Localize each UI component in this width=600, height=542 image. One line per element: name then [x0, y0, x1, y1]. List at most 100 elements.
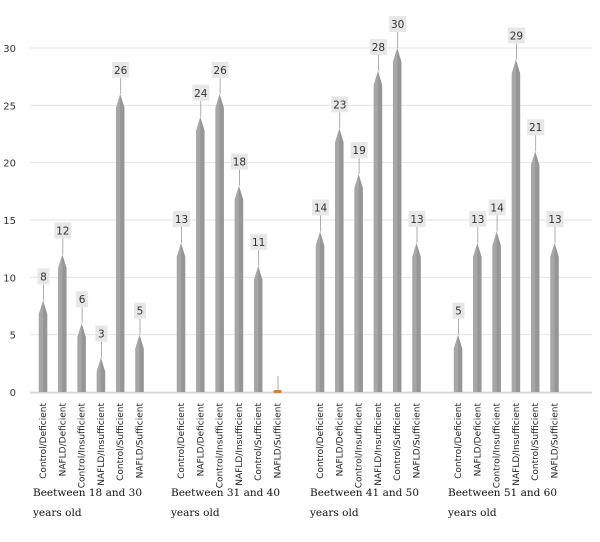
category-label: NAFLD/Sufficient: [136, 403, 146, 479]
category-label: Control/Deficient: [316, 403, 326, 479]
data-label-box: [95, 325, 108, 342]
bar-shade: [397, 48, 402, 392]
y-tick-label: 15: [3, 216, 16, 227]
data-label: 29: [510, 30, 523, 42]
category-label: NAFLD/Deficient: [473, 403, 483, 477]
gridlines: [30, 47, 592, 394]
group-label: years old: [309, 507, 359, 519]
data-label-box: [469, 210, 487, 227]
data-label: 12: [56, 225, 69, 237]
bar-shade: [181, 242, 186, 392]
data-label: 13: [410, 214, 423, 226]
data-label: 24: [194, 88, 208, 100]
group-label: years old: [32, 507, 82, 519]
data-label-box: [211, 61, 229, 78]
bar-shade: [554, 242, 559, 392]
category-label: Control/Insufficient: [355, 403, 365, 489]
data-label-box: [76, 291, 89, 308]
data-label: 14: [490, 202, 504, 214]
data-label: 14: [314, 202, 328, 214]
bar-shade: [62, 254, 67, 392]
group-label: Beetween 18 and 30: [33, 487, 142, 499]
data-label: 13: [548, 214, 561, 226]
bar-shade: [320, 231, 325, 392]
bar-shade: [81, 323, 86, 392]
y-tick-label: 30: [3, 44, 16, 55]
category-label: NAFLD/Deficient: [335, 403, 345, 477]
y-tick-label: 10: [3, 273, 16, 284]
bar-shade: [535, 151, 540, 392]
data-label-box: [134, 302, 146, 319]
data-label: 30: [391, 19, 404, 31]
data-label-box: [507, 27, 525, 44]
y-axis: 0 5 10 15 20 25 30: [3, 44, 16, 399]
bar-shade: [200, 116, 205, 393]
data-label: 28: [372, 42, 385, 54]
category-label: Control/Insufficient: [493, 403, 503, 489]
bar-shade: [358, 174, 363, 392]
group-label: Beetween 31 and 40: [171, 487, 280, 499]
data-label: 13: [175, 214, 188, 226]
data-label-box: [408, 210, 426, 227]
bar-shade: [496, 231, 501, 392]
category-label: NAFLD/Sufficient: [413, 403, 423, 479]
data-label: 26: [213, 65, 227, 77]
data-label: 3: [98, 329, 105, 341]
y-tick-label: 25: [3, 101, 16, 112]
data-label-box: [112, 61, 130, 78]
group-label: years old: [170, 507, 220, 519]
data-label: 19: [352, 145, 365, 157]
bar-shade: [238, 185, 244, 392]
data-label-box: [173, 210, 190, 227]
x-axis: Control/Deficient NAFLD/Deficient Control/…: [32, 403, 561, 519]
data-label: 5: [455, 306, 462, 318]
bar-shade: [416, 242, 421, 392]
data-label: 26: [114, 65, 128, 77]
category-label: NAFLD/Insufficient: [374, 403, 384, 486]
data-label-box: [37, 268, 50, 285]
data-label: 13: [471, 214, 484, 226]
category-label: Control/Sufficient: [116, 403, 126, 481]
bar-shade: [120, 93, 125, 392]
bar-shade: [458, 334, 463, 392]
bar: [273, 390, 282, 393]
data-label: 11: [252, 237, 265, 249]
bar-shade: [43, 300, 48, 392]
data-label-box: [331, 96, 349, 113]
data-label-box: [546, 210, 564, 227]
category-label: NAFLD/Insufficient: [512, 403, 522, 486]
group-label: Beetween 51 and 60: [448, 487, 557, 499]
category-label: Control/Insufficient: [216, 403, 226, 489]
data-label-box: [312, 199, 329, 216]
category-label: NAFLD/Sufficient: [274, 403, 284, 479]
data-label-box: [369, 38, 387, 55]
y-tick-label: 20: [3, 159, 16, 170]
bar-shade: [100, 357, 106, 392]
category-label: NAFLD/Deficient: [196, 403, 206, 477]
data-label: 6: [79, 294, 86, 306]
category-label: NAFLD/Insufficient: [235, 403, 245, 486]
data-label: 23: [333, 99, 346, 111]
category-label: Control/Deficient: [177, 403, 187, 479]
category-label: Control/Deficient: [39, 403, 49, 479]
bar-shade: [258, 265, 263, 392]
data-label-box: [250, 233, 268, 250]
data-label-box: [488, 199, 506, 216]
category-label: Control/Sufficient: [254, 403, 264, 481]
data-label-box: [389, 16, 407, 32]
group-label: years old: [447, 507, 497, 519]
data-label: 18: [233, 157, 246, 169]
bar-shade: [477, 242, 482, 392]
y-tick-label: 5: [10, 331, 16, 342]
data-label-box: [192, 84, 210, 101]
bar-shade: [377, 70, 383, 392]
bar-series: [38, 48, 559, 393]
data-label-box: [527, 119, 545, 136]
bar-shade: [219, 93, 224, 392]
y-tick-label: 0: [10, 388, 16, 399]
category-label: Control/Sufficient: [393, 403, 403, 481]
category-label: NAFLD/Deficient: [58, 403, 68, 477]
data-label: 8: [40, 271, 47, 283]
data-label: 21: [529, 122, 542, 134]
